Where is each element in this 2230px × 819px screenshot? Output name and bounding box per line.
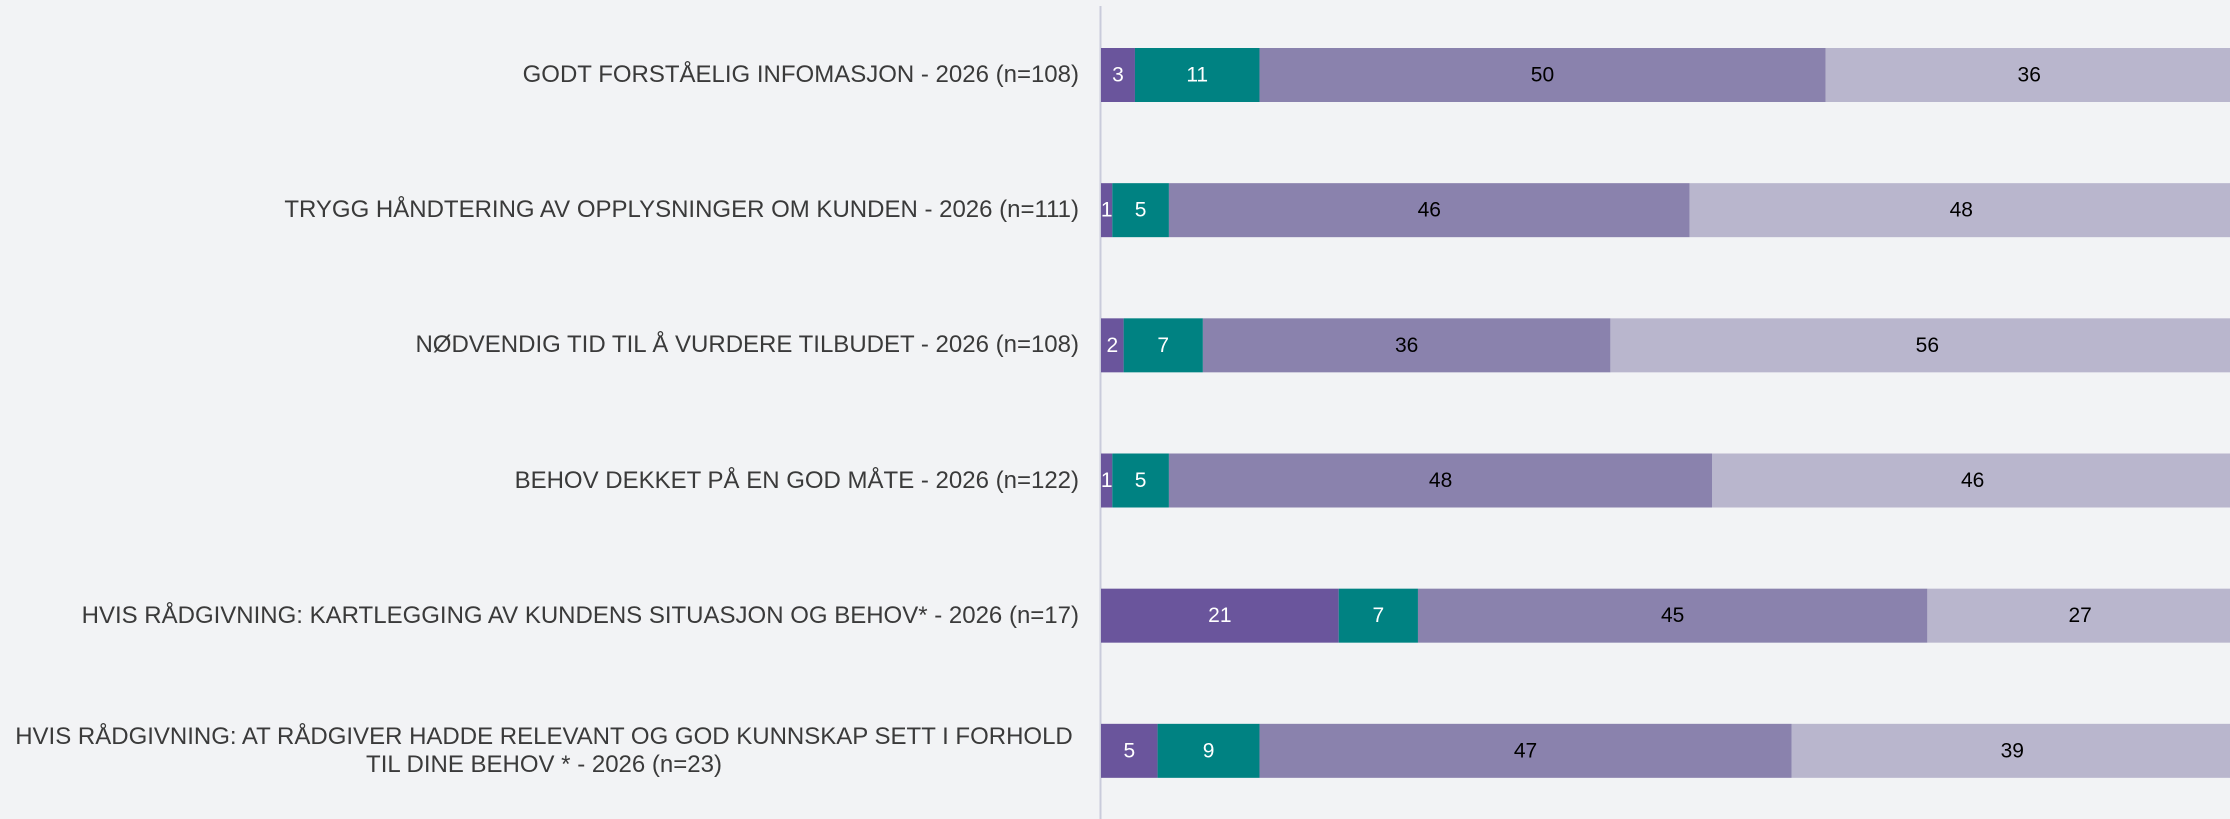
bar-segment <box>1610 318 2230 373</box>
value-label: 36 <box>1395 334 1418 357</box>
bar-segment <box>1259 48 1826 102</box>
category-label: GODT FORSTÅELIG INFOMASJON - 2026 (n=108… <box>522 61 1079 88</box>
category-label: HVIS RÅDGIVNING: KARTLEGGING AV KUNDENS … <box>81 601 1079 629</box>
bar-segment <box>1101 588 1339 643</box>
bar-segment <box>1112 453 1169 508</box>
bar-segment <box>1101 183 1113 238</box>
value-label: 56 <box>1916 334 1939 357</box>
value-label: 36 <box>2018 64 2041 87</box>
value-label: 7 <box>1157 334 1169 357</box>
bar-segment <box>1168 453 1713 508</box>
value-label: 7 <box>1372 604 1384 627</box>
category-label: BEHOV DEKKET PÅ EN GOD MÅTE - 2026 (n=12… <box>514 466 1079 494</box>
category-label: HVIS RÅDGIVNING: AT RÅDGIVER HADDE RELEV… <box>15 722 1073 778</box>
value-label: 46 <box>1418 199 1441 222</box>
value-label: 11 <box>1186 64 1208 87</box>
bar-segment <box>1101 48 1135 102</box>
bar-segment <box>1417 588 1928 643</box>
bar-segment <box>1202 318 1611 373</box>
category-label: TRYGG HÅNDTERING AV OPPLYSNINGER OM KUND… <box>284 196 1079 224</box>
bar-segment <box>1825 48 2230 102</box>
value-label: 3 <box>1112 64 1124 87</box>
value-label: 1 <box>1101 469 1113 492</box>
bar-segment <box>1338 588 1418 643</box>
value-label: 5 <box>1135 199 1147 222</box>
value-label: 9 <box>1203 739 1215 762</box>
value-label: 48 <box>1429 469 1452 492</box>
value-label: 39 <box>2001 739 2024 762</box>
category-label: NØDVENDIG TID TIL Å VURDERE TILBUDET - 2… <box>415 331 1079 359</box>
bar-segment <box>1689 183 2230 238</box>
bar-segment <box>1259 723 1792 778</box>
value-label: 5 <box>1135 469 1147 492</box>
value-label: 48 <box>1950 199 1973 222</box>
bar-segment <box>1134 48 1260 102</box>
bar-segment <box>1168 183 1690 238</box>
bar-segment <box>1101 453 1113 508</box>
bar-segment <box>1791 723 2230 778</box>
value-label: 27 <box>2069 604 2092 627</box>
value-label: 47 <box>1514 739 1537 762</box>
value-label: 21 <box>1208 604 1231 627</box>
value-label: 1 <box>1101 199 1113 222</box>
bar-segment <box>1101 318 1124 373</box>
bar-segment <box>1101 723 1158 778</box>
bar-segment <box>1712 453 2230 508</box>
value-label: 5 <box>1123 739 1135 762</box>
bar-segment <box>1112 183 1169 238</box>
bar-segment <box>1157 723 1260 778</box>
value-label: 2 <box>1106 334 1118 357</box>
bar-segment <box>1123 318 1203 373</box>
value-label: 45 <box>1661 604 1684 627</box>
value-label: 46 <box>1961 469 1984 492</box>
value-label: 50 <box>1531 64 1554 87</box>
bar-segment <box>1927 588 2230 643</box>
